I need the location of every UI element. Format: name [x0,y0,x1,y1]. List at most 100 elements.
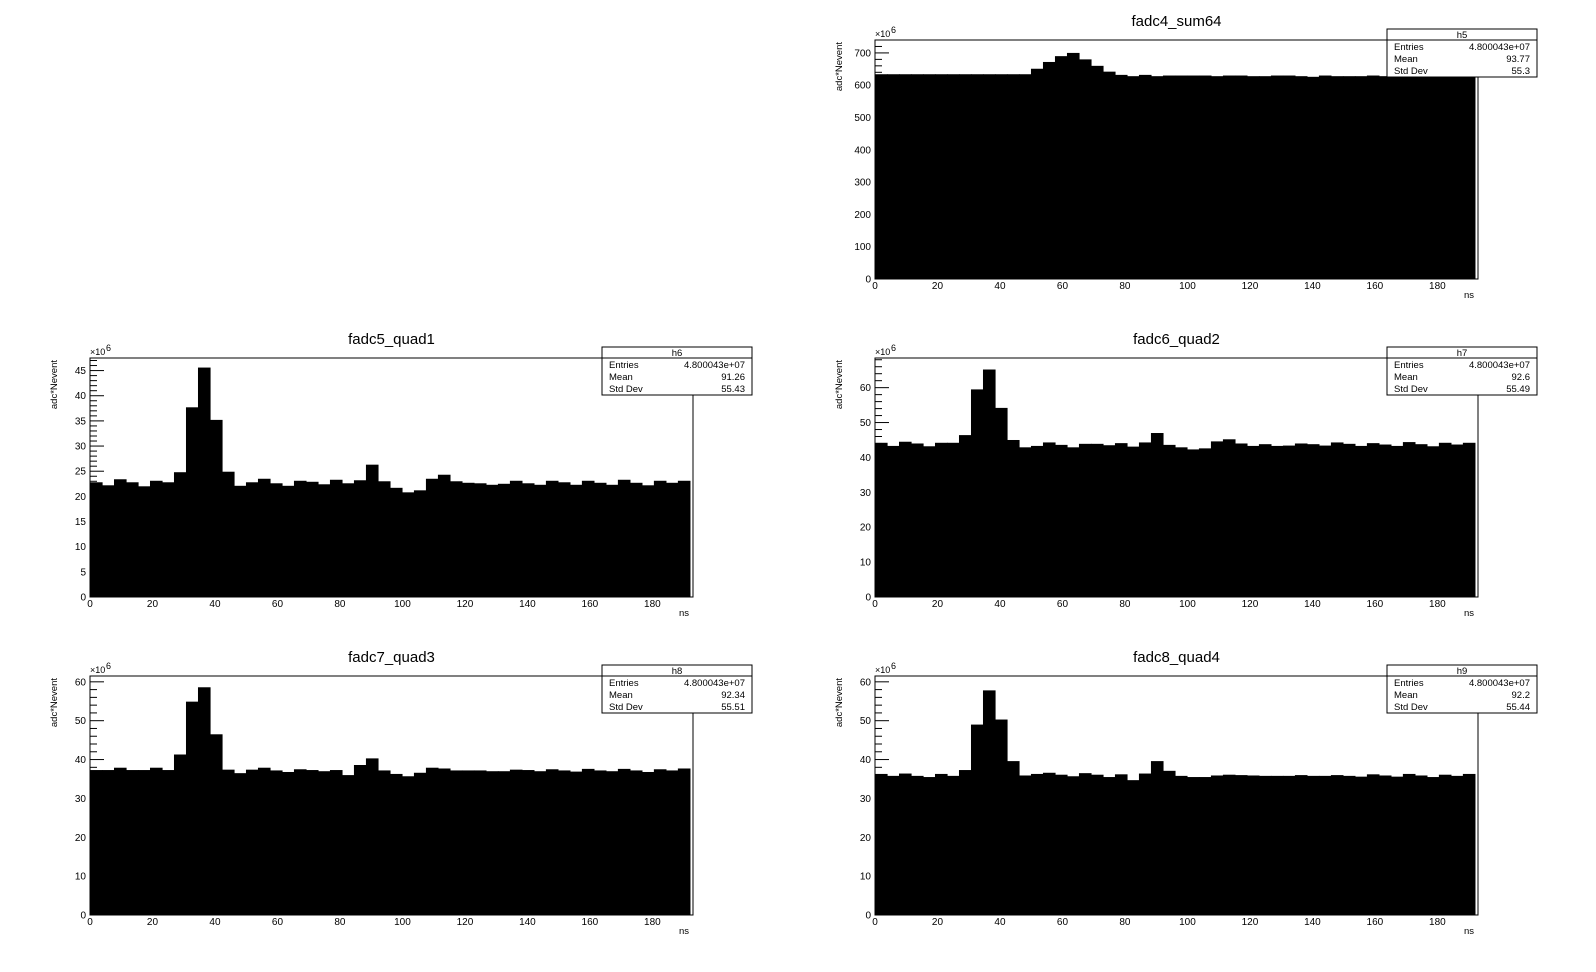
histogram-bar [569,484,583,597]
stats-row-label: Entries [1394,42,1424,53]
histogram-bar [1090,443,1104,597]
histogram-panel: fadc6_quad2 0 20 40 60 80 100 120 140 160 180 0 10 20… [834,331,1538,619]
y-tick-label: 50 [860,716,872,727]
histogram-bar [1138,773,1152,915]
histogram-bar [485,771,499,915]
histogram-bar [958,435,972,597]
histogram-bar [509,769,523,915]
histogram-bar [1366,443,1380,597]
y-tick-label: 30 [860,488,872,499]
histogram-bar [461,482,475,597]
histogram-bar [90,482,103,597]
histogram-bar [317,484,331,597]
histogram-bar [1186,449,1200,597]
histogram-bar [449,770,463,915]
histogram-bar [113,767,127,915]
x-tick-label: 100 [1179,599,1196,610]
x-tick-label: 20 [932,281,944,292]
histogram-bar [1210,441,1224,597]
x-tick-label: 20 [932,599,944,610]
histogram-bar [1162,444,1176,597]
histogram-bar [257,478,271,597]
histogram-bar [1414,76,1428,279]
histogram-bar [1066,52,1080,280]
histogram-bar [898,74,912,279]
stats-row-value: 4.800043e+07 [1469,678,1530,689]
x-axis-label: ns [679,926,689,937]
histogram-bar [970,389,984,597]
histogram-bar [1426,777,1440,915]
histogram-bar [1234,75,1248,279]
histogram-bar [1222,774,1236,915]
histogram-bar [1270,75,1284,279]
histogram-bar [185,407,199,597]
y-tick-label: 50 [75,716,87,727]
histogram-bar [221,769,235,915]
x-tick-label: 40 [209,599,221,610]
histogram-bar [1042,442,1056,597]
histogram-bar [1234,443,1248,597]
x-tick-label: 0 [87,599,93,610]
histogram-bar [1270,445,1284,597]
histogram-bar [269,770,283,915]
stats-row-label: Entries [609,678,639,689]
histogram-bar [353,764,367,915]
histogram-bar [1102,777,1116,915]
histogram-bar [1402,773,1416,915]
histogram-bar [401,776,415,915]
stats-row-label: Mean [609,372,633,383]
y-tick-label: 40 [75,391,87,402]
histogram-bar [617,479,631,597]
histogram-bar [665,770,679,915]
histogram-bar [886,775,900,915]
histogram-bar [1378,775,1392,915]
x-tick-label: 80 [1119,917,1131,928]
histogram-bar [605,484,619,597]
y-tick-label: 15 [75,517,87,528]
y-tick-label: 30 [75,442,87,453]
y-exponent-power: 6 [106,661,111,671]
histogram-bar [161,770,175,915]
histogram-bar [946,74,960,279]
y-tick-label: 30 [860,794,872,805]
histogram-bar [221,471,235,597]
y-tick-label: 500 [854,113,871,124]
y-exponent-base: ×10 [90,665,105,675]
x-tick-label: 140 [1304,281,1321,292]
y-tick-label: 20 [860,833,872,844]
histogram-bar [1246,445,1260,597]
histogram-bar [209,419,223,597]
histogram-bar [305,481,319,597]
histogram-bar [1042,772,1056,915]
plot-frame [874,675,1479,916]
y-exponent-base: ×10 [875,29,890,39]
histogram-bar [425,478,439,597]
histogram-bar [1330,775,1344,915]
x-tick-label: 140 [1304,599,1321,610]
histogram-bar [1438,442,1452,597]
stats-row-value: 92.2 [1512,690,1531,701]
histogram-bar [1150,433,1164,597]
stats-row-value: 92.34 [721,690,745,701]
stats-histogram-name: h8 [672,666,683,677]
x-tick-label: 60 [1057,281,1069,292]
stats-row-label: Entries [1394,360,1424,371]
x-tick-label: 40 [994,281,1006,292]
histogram-bar [1174,447,1188,597]
histogram-bar [1438,774,1452,915]
stats-row-value: 55.43 [721,384,745,395]
y-tick-label: 10 [860,872,872,883]
histogram-bar [473,770,487,915]
histogram-bar [1462,442,1476,597]
plot-frame [874,39,1479,280]
histogram-bar [233,485,247,597]
y-tick-label: 35 [75,416,87,427]
histogram-bar [533,771,547,915]
histogram-bar [1198,75,1212,279]
histogram-bar [1018,74,1032,279]
histogram-bar [521,770,535,915]
x-tick-label: 180 [1429,917,1446,928]
stats-box-frame [601,664,753,714]
histogram-bar [197,687,211,915]
x-tick-label: 60 [272,917,284,928]
